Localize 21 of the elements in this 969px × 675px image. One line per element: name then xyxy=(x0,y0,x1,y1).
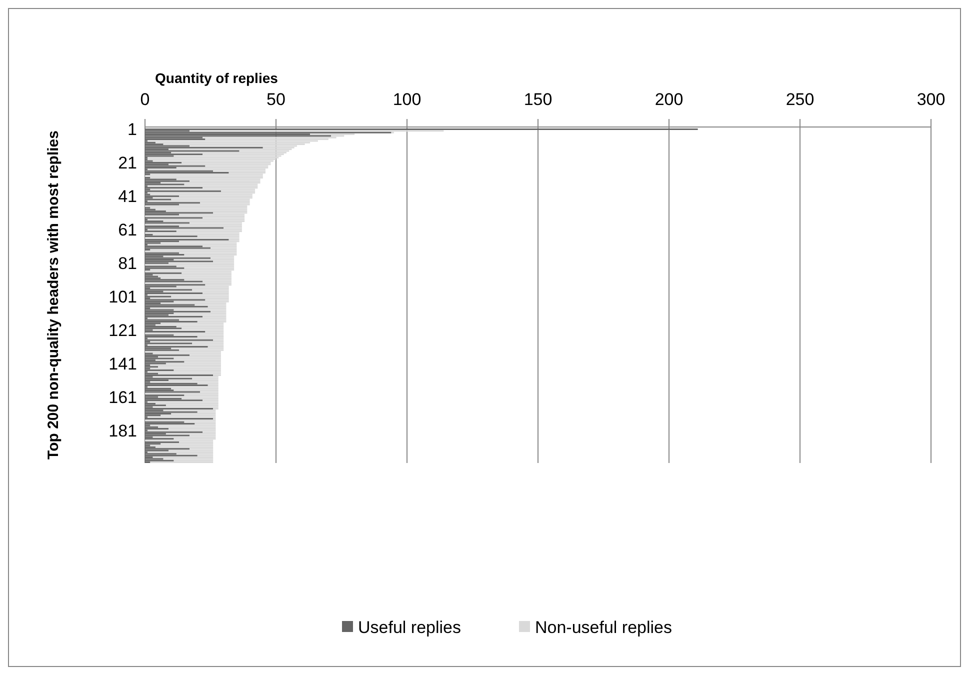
y-tick-label: 81 xyxy=(118,254,137,274)
legend-label: Non-useful replies xyxy=(535,618,672,637)
legend-label: Useful replies xyxy=(358,618,461,637)
y-tick-label: 161 xyxy=(108,388,137,407)
x-tick-label: 100 xyxy=(392,90,422,109)
y-tick-label: 181 xyxy=(108,421,137,440)
y-axis-title: Top 200 non-quality headers with most replies xyxy=(45,130,62,460)
y-tick-label: 61 xyxy=(118,220,137,240)
y-tick-label: 41 xyxy=(118,187,137,206)
x-tick-label: 250 xyxy=(786,90,814,109)
x-tick-label: 150 xyxy=(524,90,552,109)
y-tick-label: 101 xyxy=(108,288,137,307)
y-tick-label: 1 xyxy=(128,120,137,140)
y-tick-label: 121 xyxy=(108,321,137,340)
x-tick-label: 300 xyxy=(916,90,946,109)
x-tick-label: 0 xyxy=(140,90,150,109)
x-tick-label: 50 xyxy=(266,90,286,109)
y-tick-label: 21 xyxy=(118,154,137,173)
x-axis-title: Quantity of replies xyxy=(155,70,278,86)
x-tick-label: 200 xyxy=(654,90,684,109)
y-tick-label: 141 xyxy=(108,354,137,374)
